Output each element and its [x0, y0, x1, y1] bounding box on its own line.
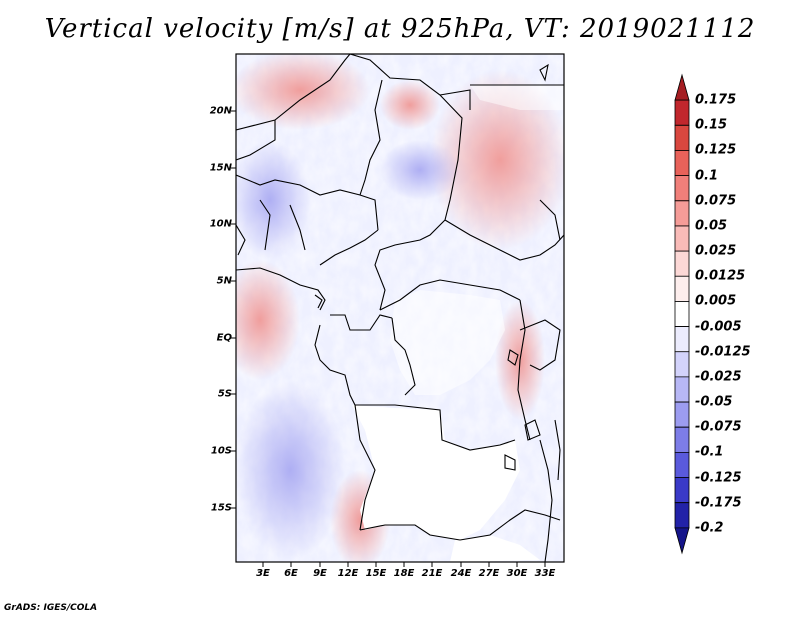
x-tick-label: 21E — [421, 568, 443, 579]
colorbar-label: 0.0125 — [695, 268, 746, 284]
colorbar-swatch — [674, 200, 690, 227]
colorbar-label: -0.1 — [695, 444, 724, 460]
colorbar-label: -0.005 — [695, 319, 742, 335]
x-tick-label: 33E — [534, 568, 556, 579]
colorbar-label: -0.075 — [695, 419, 742, 435]
colorbar-label: -0.0125 — [695, 344, 751, 360]
colorbar-label: 0.175 — [695, 92, 737, 108]
colorbar-label: -0.125 — [695, 470, 742, 486]
colorbar-label: -0.05 — [695, 394, 733, 410]
x-tick-label: 24E — [450, 568, 472, 579]
y-tick-label: 20N — [209, 105, 232, 117]
colorbar-label: 0.1 — [695, 168, 719, 184]
colorbar-swatch — [674, 451, 690, 478]
colorbar-label: 0.15 — [695, 117, 728, 133]
x-tick-label: 18E — [393, 568, 415, 579]
y-tick-label: 5N — [216, 275, 232, 287]
colorbar-swatch — [674, 150, 690, 177]
x-tick-label: 27E — [478, 568, 500, 579]
colorbar-swatch — [674, 401, 690, 428]
colorbar-label: 0.05 — [695, 218, 728, 234]
x-tick-label: 12E — [337, 568, 359, 579]
axis-ticks — [231, 110, 546, 567]
colorbar-swatch — [674, 301, 690, 327]
colorbar-swatch — [674, 73, 690, 101]
plot-frame — [235, 53, 565, 563]
colorbar-label: 0.025 — [695, 243, 737, 259]
x-tick-label: 15E — [365, 568, 387, 579]
colorbar-label: -0.2 — [695, 520, 724, 536]
y-tick-label: EQ — [216, 332, 232, 344]
colorbar-swatch — [674, 426, 690, 453]
colorbar-swatch — [674, 124, 690, 151]
colorbar-swatch — [674, 326, 690, 353]
y-tick-label: 10N — [209, 218, 232, 230]
colorbar-swatch — [674, 376, 690, 403]
credit-footer: GrADS: IGES/COLA — [4, 603, 98, 613]
colorbar-label: -0.025 — [695, 369, 742, 385]
colorbar-swatch — [674, 351, 690, 378]
colorbar-label: 0.075 — [695, 193, 737, 209]
colorbar-swatch — [674, 225, 690, 252]
country-borders — [236, 54, 564, 562]
x-tick-label: 6E — [284, 568, 298, 579]
colorbar-swatch — [674, 175, 690, 202]
field-layer — [236, 54, 564, 562]
map-title: Vertical velocity [m/s] at 925hPa, VT: 2… — [44, 14, 756, 44]
colorbar-swatch — [674, 502, 690, 529]
colorbar-swatch — [674, 250, 690, 277]
colorbar-swatch — [674, 527, 690, 555]
y-tick-label: 15N — [209, 162, 232, 174]
x-tick-label: 30E — [506, 568, 528, 579]
colorbar-label: -0.175 — [695, 495, 742, 511]
y-tick-label: 10S — [210, 445, 232, 457]
colorbar-swatch — [674, 275, 690, 302]
x-tick-label: 9E — [313, 568, 327, 579]
x-tick-label: 3E — [256, 568, 270, 579]
y-tick-label: 15S — [210, 502, 232, 514]
colorbar-label: 0.125 — [695, 142, 737, 158]
colorbar-swatch — [674, 477, 690, 504]
colorbar-swatch — [674, 99, 690, 126]
y-tick-label: 5S — [217, 388, 232, 400]
colorbar — [674, 73, 690, 555]
colorbar-label: 0.005 — [695, 293, 737, 309]
